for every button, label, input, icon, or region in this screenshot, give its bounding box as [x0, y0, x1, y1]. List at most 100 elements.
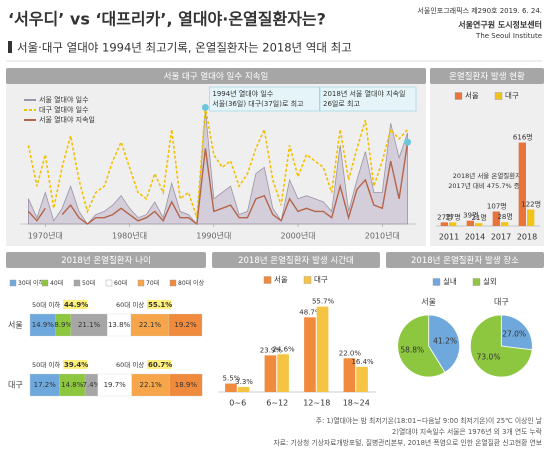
legend-label: 서울 열대야 일수	[39, 95, 89, 104]
value-label: 27.0%	[502, 330, 526, 339]
group-highlight	[147, 300, 171, 309]
x-tick-label: 1970년대	[28, 231, 63, 241]
panel-title: 2018년 온열질환자 발생 장소	[411, 255, 519, 266]
panel-header-bg	[212, 252, 380, 268]
value-label: 14.8%	[61, 381, 84, 389]
value-label: 73.0%	[477, 352, 501, 361]
group-highlight	[63, 300, 87, 309]
value-label: 27명	[445, 212, 460, 221]
group-value: 55.1%	[148, 301, 172, 309]
legend-label: 80대 이상	[178, 279, 205, 287]
x-tick-label: 2011	[439, 233, 459, 242]
pie-slice	[397, 314, 446, 378]
value-label: 27명	[437, 212, 452, 221]
group-label: 60대 이상	[116, 300, 144, 309]
annotation-box	[209, 86, 320, 112]
x-tick-label: 2000년대	[280, 231, 315, 241]
value-label: 8.9%	[54, 321, 72, 329]
legend-swatch	[263, 276, 272, 284]
legend-label: 대구	[505, 91, 519, 100]
value-label: 13.8%	[108, 321, 131, 329]
value-label: 17.2%	[34, 381, 57, 389]
bar	[440, 222, 448, 226]
group-value: 60.7%	[148, 361, 172, 369]
bar	[501, 222, 509, 226]
legend-swatch	[472, 278, 481, 286]
legend-label: 서울	[465, 91, 479, 100]
value-label: 23.9%	[260, 346, 283, 354]
annotation: 2018년 서울 온열질환자	[453, 171, 522, 180]
group-highlight	[147, 360, 171, 369]
legend-swatch	[432, 278, 441, 286]
legend-label: 50대	[82, 279, 95, 287]
panel-header-bg	[430, 68, 544, 84]
value-label: 3.3%	[235, 378, 253, 386]
bar	[237, 386, 250, 392]
x-tick-label: 1980년대	[112, 231, 147, 241]
bar	[277, 354, 289, 392]
value-label: 16.4%	[351, 358, 374, 366]
panel-header-bg	[6, 252, 206, 268]
group-highlight	[63, 360, 87, 369]
legend-swatch	[494, 92, 503, 100]
bar	[518, 142, 526, 226]
footnote: 주: 1)열대야는 밤 최저기온(18:01~다음날 9:00 최저기온)이 2…	[316, 416, 542, 425]
value-label: 39명	[463, 211, 478, 220]
bar	[316, 306, 329, 392]
legend-label: 40대	[50, 279, 63, 287]
category-label: 서울	[8, 321, 23, 330]
subtitle: 서울·대구 열대야 1994년 최고기록, 온열질환자는 2018년 역대 최고	[17, 41, 352, 55]
value-label: 55.7%	[312, 298, 335, 306]
value-label: 28명	[497, 212, 512, 221]
legend-label: 실외	[483, 276, 497, 286]
annotation: 2018년 서울 열대야 지속일	[323, 89, 405, 98]
legend-label: 서울	[274, 275, 288, 284]
value-label: 19.7%	[104, 381, 127, 389]
pie-label: 대구	[494, 298, 509, 307]
group-value: 44.9%	[64, 301, 88, 309]
category-label: 대구	[8, 381, 23, 390]
value-label: 7.4%	[83, 381, 101, 389]
highlight-dot	[201, 103, 209, 111]
series-line	[27, 141, 409, 226]
value-label: 24.6%	[272, 345, 295, 353]
title: ‘서우디’ vs ‘대프리카’, 열대야·온열질환자는?	[8, 10, 326, 29]
legend-label: 대구 열대야 일수	[39, 105, 89, 114]
panel-title: 2018년 온열질환자 나이	[61, 255, 151, 266]
subtitle-marker	[8, 41, 12, 53]
value-label: 58.8%	[400, 346, 424, 355]
bar	[356, 366, 368, 392]
value-label: 41.2%	[433, 336, 457, 345]
legend-swatch	[169, 279, 177, 287]
x-tick-label: 6~12	[266, 399, 288, 408]
legend-label: 대구	[314, 275, 328, 284]
x-tick-label: 0~6	[229, 399, 246, 408]
legend-label: 실내	[443, 276, 457, 286]
publisher: 서울연구원 도시정보센터	[458, 20, 542, 30]
value-label: 48.7%	[299, 308, 322, 316]
legend-label: 70대	[146, 279, 159, 287]
value-label: 5.5%	[223, 375, 241, 383]
value-label: 616명	[513, 133, 533, 142]
value-label: 22.1%	[139, 321, 162, 329]
legend-swatch	[105, 279, 113, 287]
highlight-dot	[404, 138, 412, 146]
bar	[449, 222, 457, 226]
x-tick-label: 18~24	[343, 399, 370, 408]
x-tick-label: 2017	[491, 233, 511, 242]
pie-label: 서울	[421, 298, 436, 307]
panel-title: 2018년 온열질환자 발생 시간대	[238, 255, 354, 266]
bar	[225, 383, 237, 392]
bar-segment	[169, 373, 203, 397]
legend-swatch	[73, 279, 81, 287]
bar	[343, 358, 356, 392]
legend-swatch	[9, 279, 17, 287]
legend-label: 서울 열대야 지속일	[39, 115, 95, 124]
annotation: 서울(36일) 대구(37일)로 최고	[212, 99, 304, 108]
annotation-box	[319, 86, 417, 112]
pie-slice	[500, 314, 533, 351]
value-label: 21.1%	[78, 321, 101, 329]
footnote: 2)열대야 지속일수 서울은 1976년 외 3개 연도 누락	[392, 427, 543, 436]
panel-title: 온열질환자 발생 현황	[449, 71, 525, 82]
